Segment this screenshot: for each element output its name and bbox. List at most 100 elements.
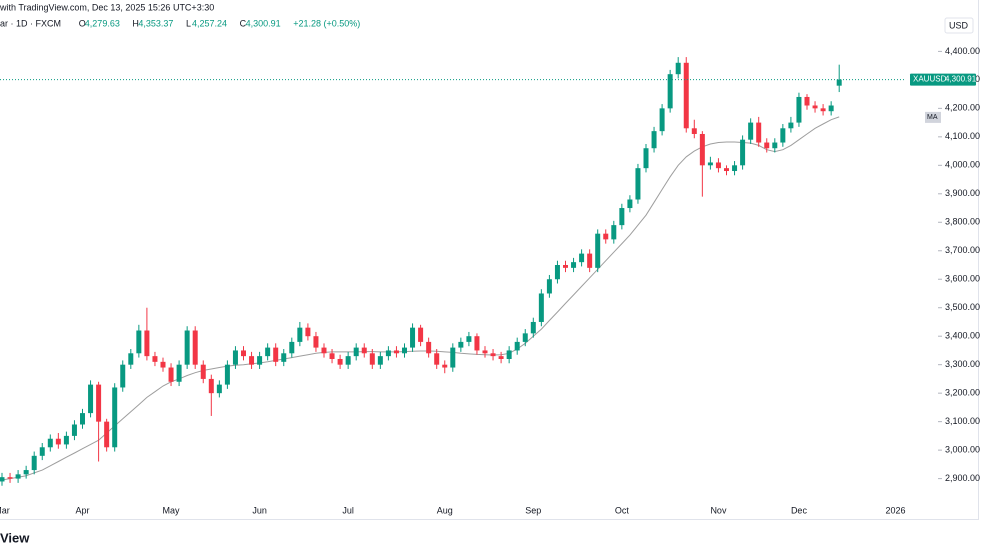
candle-body (611, 225, 617, 240)
candle-body (571, 262, 577, 268)
candle-body (828, 105, 834, 112)
candle-body (55, 438, 61, 445)
candle-body (764, 142, 770, 149)
candle-body (281, 353, 287, 362)
candle-body (176, 364, 182, 382)
candle-body (482, 350, 488, 354)
candle-body (353, 347, 359, 357)
source-line: with TradingView.com, Dec 13, 2025 15:26… (0, 2, 214, 12)
x-tick-label: Oct (615, 505, 630, 515)
ma-label: MA (927, 114, 938, 121)
x-tick-label: Sep (525, 505, 541, 515)
candle-body (691, 128, 697, 134)
candle-body (796, 96, 802, 123)
candle-body (466, 336, 472, 342)
candle-body (96, 384, 102, 422)
candle-body (120, 364, 126, 388)
candle-body (804, 96, 810, 106)
y-tick-label: 4,200.00 (945, 103, 980, 113)
candle-body (216, 384, 222, 394)
candle-body (305, 327, 311, 337)
candle-body (88, 384, 94, 414)
candle-body (0, 477, 5, 482)
candle-body (554, 265, 560, 280)
candle-body (756, 122, 762, 143)
candle-body (530, 321, 536, 334)
candle-body (820, 108, 826, 112)
ohlc-key: C (240, 18, 247, 28)
candle-body (788, 122, 794, 129)
candle-body (224, 364, 230, 385)
y-tick-label: 3,600.00 (945, 274, 980, 284)
candle-body (241, 350, 246, 357)
candle-body (579, 253, 585, 263)
ma-tag (925, 111, 941, 123)
footer-logo: View (0, 530, 30, 545)
candle-body (128, 353, 134, 365)
y-tick-label: 3,300.00 (945, 359, 980, 369)
candle-body (152, 356, 158, 362)
x-tick-label: Nov (710, 505, 727, 515)
last-price-symbol: XAUUSD (913, 75, 947, 84)
ohlc-value: 4,279.63 (85, 18, 120, 28)
ohlc-key: O (79, 18, 86, 28)
candle-body (80, 413, 85, 425)
candle-body (506, 350, 512, 359)
candle-body (474, 336, 480, 351)
candle-body (659, 108, 665, 132)
candle-body (643, 148, 649, 169)
candle-body (772, 142, 778, 149)
candle-body (71, 424, 77, 436)
candle-body (385, 350, 391, 357)
candle-body (289, 341, 295, 354)
candle-body (402, 347, 407, 354)
candle-body (23, 470, 29, 475)
candle-body (345, 356, 351, 365)
candle-body (434, 353, 440, 365)
candle-body (144, 330, 150, 357)
candle-body (410, 327, 416, 348)
candle-body (208, 378, 214, 394)
candle-body (321, 347, 327, 354)
y-tick-label: 4,400.00 (945, 46, 980, 56)
candle-body (748, 122, 754, 140)
symbol-line: ar · 1D · FXCM (0, 18, 61, 28)
y-tick-label: 4,000.00 (945, 160, 980, 170)
y-tick-label: 3,200.00 (945, 388, 980, 398)
candle-body (522, 333, 528, 342)
candle-body (369, 353, 375, 365)
ohlc-key: H (132, 18, 139, 28)
change: +21.28 (+0.50%) (293, 18, 360, 28)
candle-body (377, 356, 383, 365)
ohlc-value: 4,300.91 (246, 18, 281, 28)
candle-body (490, 353, 496, 357)
candle-body (184, 330, 190, 365)
candle-body (337, 358, 343, 365)
y-tick-label: 3,500.00 (945, 302, 980, 312)
y-tick-label: 3,800.00 (945, 217, 980, 227)
y-tick-label: 3,900.00 (945, 188, 980, 198)
candle-body (136, 330, 142, 354)
candle-body (297, 327, 303, 342)
candle-body (112, 387, 118, 448)
candle-body (587, 253, 593, 268)
candle-body (47, 438, 53, 448)
ma-line (1, 116, 840, 481)
candle-body (7, 477, 13, 479)
x-tick-label: Jul (342, 505, 354, 515)
x-tick-label: Dec (791, 505, 808, 515)
candle-body (514, 341, 520, 351)
y-tick-label: 3,700.00 (945, 245, 980, 255)
candle-body (450, 347, 456, 368)
candle-body (273, 347, 279, 362)
currency: USD (949, 20, 969, 30)
candle-body (104, 421, 110, 448)
ohlc-key: L (186, 18, 191, 28)
x-tick-label: Apr (75, 505, 89, 515)
candle-body (265, 347, 271, 357)
candle-body (418, 327, 424, 342)
y-tick-label: 3,000.00 (945, 445, 980, 455)
candle-body (361, 347, 367, 354)
candle-body (31, 455, 37, 471)
x-tick-label: Jun (252, 505, 267, 515)
